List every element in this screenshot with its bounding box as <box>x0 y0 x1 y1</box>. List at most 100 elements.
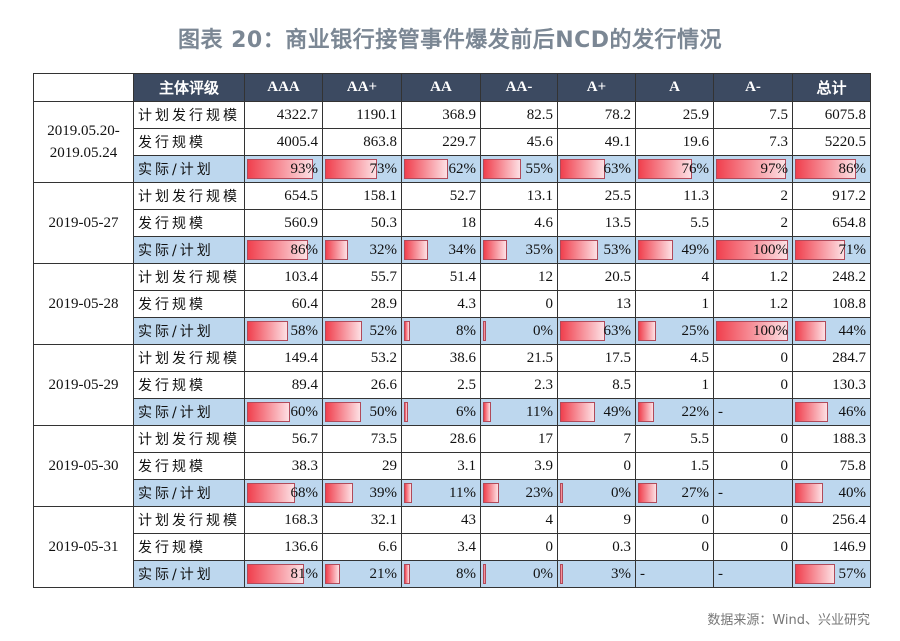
value-text: 45.6 <box>526 133 553 150</box>
value-cell: 49.1 <box>557 128 636 156</box>
column-header: A- <box>713 73 793 102</box>
value-cell: 158.1 <box>322 182 402 210</box>
value-cell: 188.3 <box>792 425 871 453</box>
value-text: 0 <box>623 457 632 474</box>
value-cell: 0% <box>480 560 558 588</box>
table-row: 2019-05-29 计划发行规模 149.4 53.2 38.6 21.5 17.5 4.5… <box>33 344 871 426</box>
value-text: 100% <box>753 322 788 339</box>
value-text: 6075.8 <box>824 106 866 123</box>
value-text: 25.9 <box>682 106 709 123</box>
value-cell: 2 <box>713 209 793 237</box>
row-label: 实际/计划 <box>133 317 245 345</box>
table-row: 发行规模 560.9 50.3 18 4.6 13.5 5.5 2 654.8 <box>34 209 871 237</box>
value-cell: 256.4 <box>792 506 871 534</box>
value-cell: 130.3 <box>792 371 871 399</box>
data-bar <box>795 564 836 584</box>
value-cell: 12 <box>480 263 558 291</box>
table-row: 2019-05-27 计划发行规模 654.5 158.1 52.7 13.1 25.5 11… <box>33 182 871 264</box>
value-text: 0 <box>780 349 789 366</box>
value-text: 5220.5 <box>824 133 866 150</box>
data-bar <box>483 240 508 260</box>
value-text: 2.5 <box>457 376 476 393</box>
value-text: 73.5 <box>370 430 397 447</box>
value-cell: 4.6 <box>480 209 558 237</box>
value-cell: 13.5 <box>557 209 636 237</box>
value-cell: 4322.7 <box>244 101 323 129</box>
value-text: 20.5 <box>604 268 631 285</box>
value-cell: 39% <box>322 479 402 507</box>
data-bar <box>795 240 846 260</box>
value-cell: 29 <box>322 452 402 480</box>
value-text: 39% <box>369 484 398 501</box>
value-cell: 1.2 <box>713 263 793 291</box>
value-cell: 168.3 <box>244 506 323 534</box>
value-cell: 49% <box>635 236 714 264</box>
row-label: 计划发行规模 <box>133 506 245 534</box>
value-cell: 26.6 <box>322 371 402 399</box>
value-text: 0 <box>701 538 710 555</box>
value-text: 284.7 <box>832 349 866 366</box>
value-cell: 0 <box>713 533 793 561</box>
value-cell: 7 <box>557 425 636 453</box>
row-label: 发行规模 <box>133 371 245 399</box>
data-bar <box>795 402 828 422</box>
value-text: 86% <box>838 160 867 177</box>
value-cell: 2.5 <box>401 371 481 399</box>
value-cell: 108.8 <box>792 290 871 318</box>
value-text: 58% <box>290 322 319 339</box>
value-text: 63% <box>603 160 632 177</box>
data-bar <box>795 159 856 179</box>
data-bar <box>560 564 564 584</box>
column-header: AA+ <box>322 73 402 102</box>
value-cell: 50.3 <box>322 209 402 237</box>
data-bar <box>560 159 605 179</box>
value-cell: 1 <box>635 290 714 318</box>
value-text: 100% <box>753 241 788 258</box>
value-cell: 863.8 <box>322 128 402 156</box>
value-text: 6.6 <box>378 538 397 555</box>
value-text: 25.5 <box>604 187 631 204</box>
value-text: 3.9 <box>534 457 553 474</box>
value-cell: 5.5 <box>635 209 714 237</box>
column-header: AAA <box>244 73 323 102</box>
row-label: 计划发行规模 <box>133 101 245 129</box>
data-bar <box>404 321 410 341</box>
value-text: 38.3 <box>291 457 318 474</box>
table-row: 实际/计划 58% 52% 8% 0% 63% 25% 100% 44% <box>34 317 871 345</box>
value-cell: 73% <box>322 155 402 183</box>
row-label: 计划发行规模 <box>133 182 245 210</box>
value-text: 13.1 <box>526 187 553 204</box>
value-text: 27% <box>681 484 710 501</box>
value-cell: 51.4 <box>401 263 481 291</box>
data-bar <box>247 564 305 584</box>
value-text: 53.2 <box>370 349 397 366</box>
value-text: 17 <box>538 430 553 447</box>
row-label: 发行规模 <box>133 209 245 237</box>
value-text: 2 <box>780 214 789 231</box>
column-header: A+ <box>557 73 636 102</box>
value-cell: 4 <box>635 263 714 291</box>
value-cell: 0 <box>635 506 714 534</box>
data-bar <box>247 240 308 260</box>
date-cell: 2019.05.20-2019.05.24 <box>33 101 134 183</box>
value-text: 35% <box>525 241 554 258</box>
value-cell: 73.5 <box>322 425 402 453</box>
value-text: 1 <box>701 295 710 312</box>
date-cell: 2019-05-27 <box>33 182 134 264</box>
header-row: 主体评级 AAA AA+ AA AA- A+ A A- 总计 <box>33 73 871 102</box>
data-bar <box>716 240 788 260</box>
value-text: 368.9 <box>442 106 476 123</box>
value-cell: 3.1 <box>401 452 481 480</box>
value-cell: 1.5 <box>635 452 714 480</box>
value-cell: 49% <box>557 398 636 426</box>
value-text: 38.6 <box>449 349 476 366</box>
value-cell: 22% <box>635 398 714 426</box>
data-bar <box>325 159 378 179</box>
value-text: 0 <box>780 376 789 393</box>
value-text: 44% <box>838 322 867 339</box>
data-bar <box>247 483 296 503</box>
table-row: 发行规模 38.3 29 3.1 3.9 0 1.5 0 75.8 <box>34 452 871 480</box>
value-cell: 13 <box>557 290 636 318</box>
value-text: - <box>718 565 723 582</box>
value-cell: 3% <box>557 560 636 588</box>
